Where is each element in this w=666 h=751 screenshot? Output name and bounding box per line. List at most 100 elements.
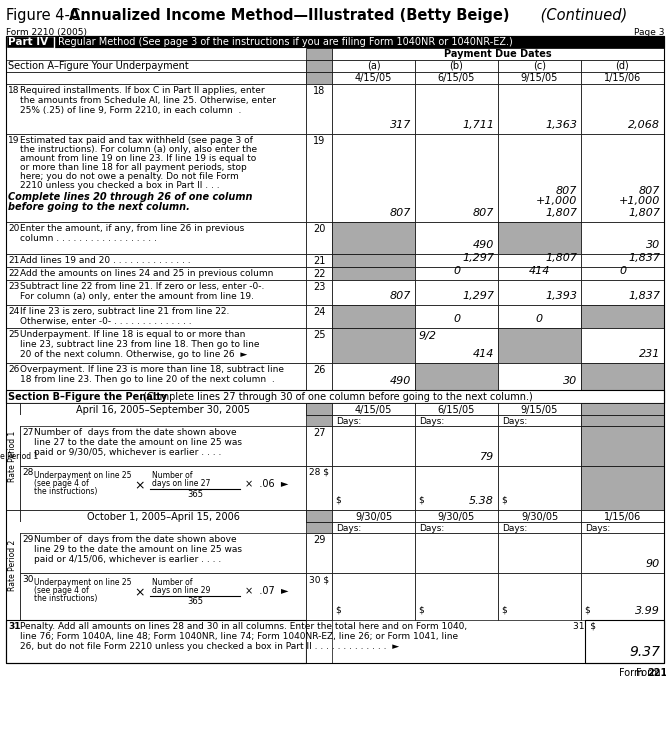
Text: Number of: Number of — [152, 471, 192, 480]
Text: 490: 490 — [390, 376, 411, 386]
Bar — [581, 222, 664, 254]
Bar — [415, 522, 498, 533]
Text: Payment Due Dates: Payment Due Dates — [444, 49, 552, 59]
Text: 6/15/05: 6/15/05 — [438, 73, 475, 83]
Bar — [306, 48, 332, 60]
Text: 9/15/05: 9/15/05 — [521, 73, 558, 83]
Bar — [581, 267, 664, 280]
Bar — [6, 403, 20, 510]
Text: 25: 25 — [313, 330, 325, 340]
Bar — [415, 267, 498, 280]
Bar — [332, 254, 415, 267]
Bar — [498, 254, 581, 267]
Text: Required installments. If box C in Part II applies, enter: Required installments. If box C in Part … — [20, 86, 264, 95]
Text: +1,000: +1,000 — [535, 196, 577, 206]
Text: Days:: Days: — [336, 417, 361, 426]
Bar — [20, 573, 306, 620]
Text: 1,297: 1,297 — [462, 291, 494, 301]
Text: 2,068: 2,068 — [628, 120, 660, 130]
Text: column . . . . . . . . . . . . . . . . . .: column . . . . . . . . . . . . . . . . .… — [20, 234, 157, 243]
Text: Part IV: Part IV — [8, 37, 48, 47]
Text: 18 from line 23. Then go to line 20 of the next column  .: 18 from line 23. Then go to line 20 of t… — [20, 375, 275, 384]
Text: Regular Method (See page 3 of the instructions if you are filing Form 1040NR or : Regular Method (See page 3 of the instru… — [58, 37, 513, 47]
Bar — [415, 72, 498, 84]
Text: April 16, 2005–September 30, 2005: April 16, 2005–September 30, 2005 — [76, 405, 250, 415]
Text: Days:: Days: — [336, 524, 361, 533]
Bar — [498, 522, 581, 533]
Text: 28: 28 — [22, 468, 33, 477]
Text: 5.38: 5.38 — [469, 496, 494, 506]
Text: 25: 25 — [8, 330, 19, 339]
Bar — [498, 305, 581, 328]
Bar — [581, 573, 664, 620]
Bar — [332, 533, 415, 573]
Text: Underpayment on line 25: Underpayment on line 25 — [34, 471, 131, 480]
Text: October 1, 2005–April 15, 2006: October 1, 2005–April 15, 2006 — [87, 512, 240, 522]
Text: 1/15/06: 1/15/06 — [604, 512, 641, 522]
Text: 1,837: 1,837 — [628, 291, 660, 301]
Bar — [332, 363, 415, 390]
Text: 30 $: 30 $ — [309, 575, 329, 584]
Bar — [306, 426, 332, 466]
Text: Add the amounts on lines 24 and 25 in previous column: Add the amounts on lines 24 and 25 in pr… — [20, 269, 273, 278]
Bar — [498, 573, 581, 620]
Text: 28 $: 28 $ — [309, 468, 329, 477]
Text: Days:: Days: — [585, 524, 610, 533]
Text: +1,000: +1,000 — [619, 196, 660, 206]
Bar — [20, 415, 306, 426]
Text: $: $ — [501, 606, 507, 615]
Text: ×: × — [135, 586, 145, 599]
Text: 19: 19 — [313, 136, 325, 146]
Text: ×  .07  ►: × .07 ► — [245, 586, 288, 596]
Text: 807: 807 — [555, 186, 577, 196]
Text: days on line 29: days on line 29 — [152, 586, 210, 595]
Bar — [6, 267, 306, 280]
Text: 30: 30 — [563, 376, 577, 386]
Text: Days:: Days: — [419, 524, 444, 533]
Bar — [6, 254, 306, 267]
Text: Form: Form — [637, 668, 664, 678]
Bar — [332, 403, 415, 415]
Bar — [498, 60, 581, 72]
Text: 807: 807 — [390, 291, 411, 301]
Bar — [498, 328, 581, 363]
Bar — [581, 305, 664, 328]
Text: Enter the amount, if any, from line 26 in previous: Enter the amount, if any, from line 26 i… — [20, 224, 244, 233]
Text: 1/15/06: 1/15/06 — [604, 73, 641, 83]
Bar — [581, 522, 664, 533]
Bar — [415, 533, 498, 573]
Text: 31: 31 — [8, 622, 21, 631]
Text: 24: 24 — [8, 307, 19, 316]
Bar — [332, 84, 415, 134]
Text: 29: 29 — [313, 535, 325, 545]
Bar — [585, 620, 664, 663]
Text: 20: 20 — [8, 224, 19, 233]
Text: (b): (b) — [450, 61, 464, 71]
Text: Overpayment. If line 23 is more than line 18, subtract line: Overpayment. If line 23 is more than lin… — [20, 365, 284, 374]
Text: Rate Period 1: Rate Period 1 — [9, 431, 17, 482]
Text: amount from line 19 on line 23. If line 19 is equal to: amount from line 19 on line 23. If line … — [20, 154, 256, 163]
Bar — [415, 466, 498, 510]
Bar — [581, 533, 664, 573]
Text: 9.37: 9.37 — [629, 645, 660, 659]
Bar — [306, 522, 332, 533]
Bar — [581, 60, 664, 72]
Text: Subtract line 22 from line 21. If zero or less, enter -0-.: Subtract line 22 from line 21. If zero o… — [20, 282, 264, 291]
Text: 1,393: 1,393 — [545, 291, 577, 301]
Text: Estimated tax paid and tax withheld (see page 3 of: Estimated tax paid and tax withheld (see… — [20, 136, 253, 145]
Text: 0: 0 — [453, 314, 460, 324]
Bar — [6, 48, 306, 60]
Bar — [498, 84, 581, 134]
Bar — [332, 466, 415, 510]
Text: 0: 0 — [536, 314, 543, 324]
Text: 29: 29 — [22, 535, 33, 544]
Text: 79: 79 — [480, 452, 494, 462]
Bar — [332, 267, 415, 280]
Text: (d): (d) — [615, 61, 629, 71]
Bar — [332, 426, 415, 466]
Bar — [306, 415, 332, 426]
Text: 1,363: 1,363 — [545, 120, 577, 130]
Text: the instructions). For column (a) only, also enter the: the instructions). For column (a) only, … — [20, 145, 257, 154]
Text: (see page 4 of: (see page 4 of — [34, 586, 89, 595]
Bar — [332, 573, 415, 620]
